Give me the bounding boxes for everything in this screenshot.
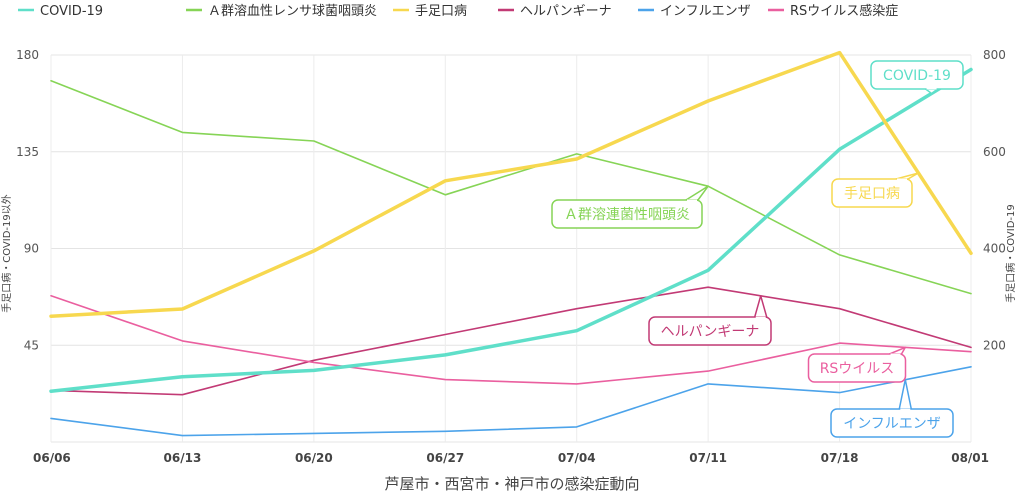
callout-box [648,316,772,346]
x-axis: 06/06 06/13 06/20 06/27 07/04 07/11 07/18 08/01 [33,451,989,465]
callout-box [551,199,703,229]
x-tick-label: 06/27 [426,451,464,465]
callout-label: Ａ群溶連菌性咽頭炎 [551,185,709,229]
legend-label: COVID-19 [40,4,103,19]
callout-text: ヘルパンギーナ [661,324,760,340]
chart-title: 芦屋市・西宮市・神戸市の感染症動向 [384,475,639,493]
y-tick-right: 200 [983,338,1006,352]
callout-text: COVID-19 [883,68,951,84]
y-tick-left: 180 [16,48,39,62]
series-line [49,50,973,318]
y-axis-left: 180 135 90 45 800 600 400 200 [16,48,1006,352]
callout-label: インフルエンザ [830,378,954,438]
y-axis-left-title: 手足口病・COVID-19以外 [0,194,13,313]
legend-label: Ａ群溶血性レンサ球菌咽頭炎 [208,4,377,19]
callout-label: ヘルパンギーナ [648,295,772,346]
x-tick-label: 07/11 [689,451,727,465]
y-tick-right: 800 [983,48,1006,62]
series-line [50,365,972,437]
callout-pointer [685,185,709,201]
legend-label: ヘルパンギーナ [520,4,612,19]
x-tick-label: 06/06 [33,451,71,465]
y-tick-left: 45 [24,338,39,352]
series-line [50,286,972,396]
callout-seam [755,316,766,319]
series-line [49,67,973,393]
callout-text: Ａ群溶連菌性咽頭炎 [564,207,690,223]
callout-box [870,60,964,90]
callout-seam [687,199,697,202]
callout-seam [890,353,901,356]
callout-box [831,178,913,208]
x-tick-label: 07/04 [558,451,596,465]
x-tick-label: 06/20 [295,451,333,465]
y-tick-right: 400 [983,242,1006,256]
x-tick-label: 08/01 [951,451,989,465]
legend-label: 手足口病 [415,4,467,19]
callout-box [830,408,954,438]
series-line [50,80,972,295]
callout-pointer [753,295,768,318]
callout-box [807,353,907,383]
callout-text: 手足口病 [844,186,900,202]
callout-label: COVID-19 [870,60,964,95]
callout-seam [900,408,911,411]
y-tick-left: 135 [16,145,39,159]
callout-seam [926,87,937,90]
callout-pointer [888,346,907,355]
legend-label: インフルエンザ [660,4,751,19]
series-lines [49,50,973,437]
series-line [50,294,972,385]
callout-pointer [898,378,913,410]
callout-text: インフルエンザ [843,416,941,432]
y-tick-right: 600 [983,145,1006,159]
callout-pointer [895,172,920,180]
callout-label: RSウイルス [807,346,907,383]
callout-seam [897,178,907,181]
y-tick-left: 90 [24,242,39,256]
legend: COVID-19 Ａ群溶血性レンサ球菌咽頭炎 手足口病 ヘルパンギーナ インフルエンザ R… [18,3,898,19]
callout-label: 手足口病 [831,172,920,208]
x-tick-label: 06/13 [164,451,202,465]
grid-lines [50,54,972,443]
legend-label: RSウイルス感染症 [790,3,898,19]
x-tick-label: 07/18 [821,451,859,465]
y-axis-right-title: 手足口病・COVID-19 [1004,204,1017,303]
callout-text: RSウイルス [820,361,895,377]
